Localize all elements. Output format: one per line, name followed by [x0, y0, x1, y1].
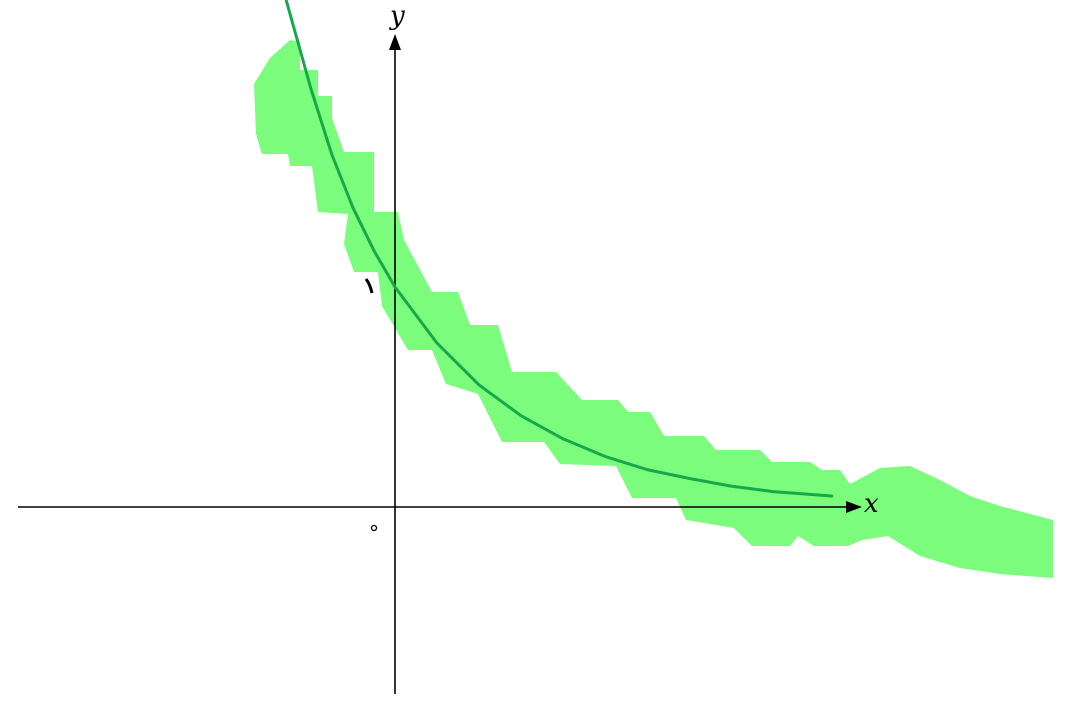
y-intercept-tick-mark: [364, 278, 374, 294]
x-axis-arrowhead: [846, 501, 862, 513]
x-axis-label: x: [864, 489, 879, 519]
series-layer: [284, 0, 834, 498]
y-axis-arrowhead: [389, 34, 401, 50]
y-axis-label: y: [389, 1, 405, 31]
origin-label: [370, 524, 378, 532]
series-0-line: [284, 0, 834, 498]
highlight-band: [254, 40, 1053, 578]
